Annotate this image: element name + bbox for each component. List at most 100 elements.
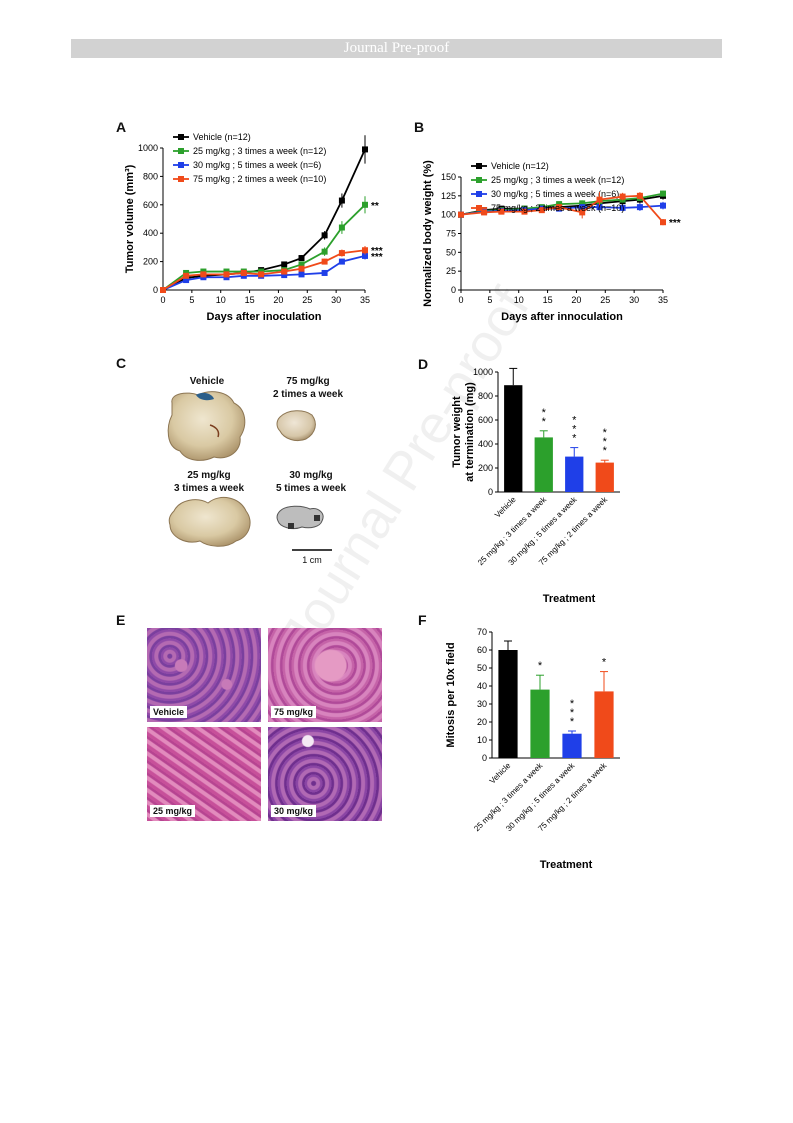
photo-caption-25: 25 mg/kg 3 times a week (168, 469, 250, 495)
x-axis-label: Days after inoculation (207, 311, 322, 323)
y-tick-label: 600 (478, 415, 493, 425)
data-point (298, 261, 305, 268)
legend-label: 30 mg/kg ; 5 times a week (n=6) (193, 160, 321, 170)
y-tick-label: 600 (143, 200, 158, 210)
bar (595, 462, 614, 492)
y-tick-label: 400 (478, 439, 493, 449)
y-axis-label: Normalized body weight (%) (422, 160, 434, 307)
y-tick-label: 20 (477, 717, 487, 727)
x-axis-label: Treatment (540, 859, 593, 871)
photo-caption-75: 75 mg/kg 2 times a week (268, 375, 348, 401)
legend-label: 75 mg/kg ; 2 times a week (n=10) (193, 174, 326, 184)
y-tick-label: 0 (482, 753, 487, 763)
journal-preproof-banner: Journal Pre-proof (71, 39, 722, 58)
data-point (298, 255, 305, 262)
bar (562, 733, 582, 758)
x-tick-label: 5 (189, 295, 194, 305)
data-point (338, 250, 345, 257)
photo-caption-30-dose: 30 mg/kg (289, 470, 333, 481)
y-tick-label: 100 (441, 210, 456, 220)
scale-bar-label: 1 cm (302, 555, 322, 565)
data-point (636, 204, 643, 211)
x-axis-label: Treatment (543, 593, 596, 605)
y-tick-label: 50 (446, 247, 456, 257)
x-tick-label: 15 (543, 295, 553, 305)
data-point (258, 271, 265, 278)
y-tick-label: 30 (477, 699, 487, 709)
data-point (521, 208, 528, 215)
data-point (362, 201, 368, 208)
data-point (596, 196, 603, 203)
bar (504, 385, 523, 492)
legend-swatch-marker (476, 191, 482, 197)
significance-star: * (603, 445, 608, 457)
significance-label: * (538, 660, 543, 672)
data-point (362, 247, 368, 254)
tumor-photo-25 (168, 496, 251, 547)
data-point (579, 209, 586, 216)
legend-swatch-marker (178, 176, 184, 182)
data-point (298, 271, 305, 278)
y-tick-label: 800 (143, 171, 158, 181)
significance-star: * (542, 416, 547, 428)
y-tick-label: 800 (478, 391, 493, 401)
photo-caption-30: 30 mg/kg 5 times a week (270, 469, 352, 495)
x-tick-label: 35 (658, 295, 668, 305)
bar (530, 689, 550, 758)
tumor-photos-panel: Vehicle 75 mg/kg 2 times a week 25 mg/kg… (150, 365, 370, 575)
significance-star: * (603, 427, 608, 439)
legend-swatch-marker (178, 148, 184, 154)
data-point (660, 190, 666, 197)
photo-caption-vehicle: Vehicle (189, 376, 225, 387)
legend-swatch-marker (476, 177, 482, 183)
significance-star: * (603, 436, 608, 448)
y-tick-label: 50 (477, 663, 487, 673)
bar (534, 437, 553, 492)
y-tick-label: 75 (446, 229, 456, 239)
x-tick-label: 15 (245, 295, 255, 305)
significance-star: * (538, 660, 543, 672)
panel-label-a: A (116, 119, 127, 135)
data-point (556, 204, 563, 211)
data-point (498, 208, 505, 215)
data-point (321, 248, 328, 255)
y-tick-label: 40 (477, 681, 487, 691)
histology-label-25: 25 mg/kg (150, 805, 196, 817)
data-point (298, 265, 305, 272)
photo-caption-75-schedule: 2 times a week (272, 389, 344, 400)
series: *** (458, 192, 681, 229)
tumor-photo-drawings (167, 391, 332, 551)
significance-label: *** (603, 427, 608, 457)
y-tick-label: 0 (153, 285, 158, 295)
y-tick-label: 25 (446, 266, 456, 276)
data-point (338, 197, 345, 204)
legend-label: Vehicle (n=12) (491, 161, 549, 171)
histology-25: 25 mg/kg (147, 727, 261, 821)
data-point (619, 204, 626, 211)
tumor-photo-vehicle (167, 391, 246, 461)
significance-star: * (572, 415, 577, 427)
y-tick-label: 400 (143, 228, 158, 238)
series: *** (160, 245, 383, 293)
data-point (660, 219, 666, 226)
data-point (362, 146, 368, 153)
y-tick-label: 200 (143, 257, 158, 267)
data-point (321, 232, 328, 239)
y-axis-label: Tumor volume (mm³) (124, 164, 136, 273)
y-tick-label: 10 (477, 735, 487, 745)
y-tick-label: 1000 (473, 367, 493, 377)
x-tick-label: 10 (514, 295, 524, 305)
significance-label: *** (572, 415, 577, 445)
y-tick-label: 0 (451, 285, 456, 295)
x-tick-label: 30 (331, 295, 341, 305)
histology-75: 75 mg/kg (268, 628, 382, 722)
legend-swatch-marker (476, 205, 482, 211)
histology-label-30: 30 mg/kg (271, 805, 317, 817)
significance-label: *** (669, 218, 681, 229)
legend-label: 25 mg/kg ; 3 times a week (n=12) (193, 146, 326, 156)
y-tick-label: 200 (478, 463, 493, 473)
y-tick-label: 0 (488, 487, 493, 497)
category-label: Vehicle (493, 495, 518, 520)
x-tick-label: 5 (487, 295, 492, 305)
